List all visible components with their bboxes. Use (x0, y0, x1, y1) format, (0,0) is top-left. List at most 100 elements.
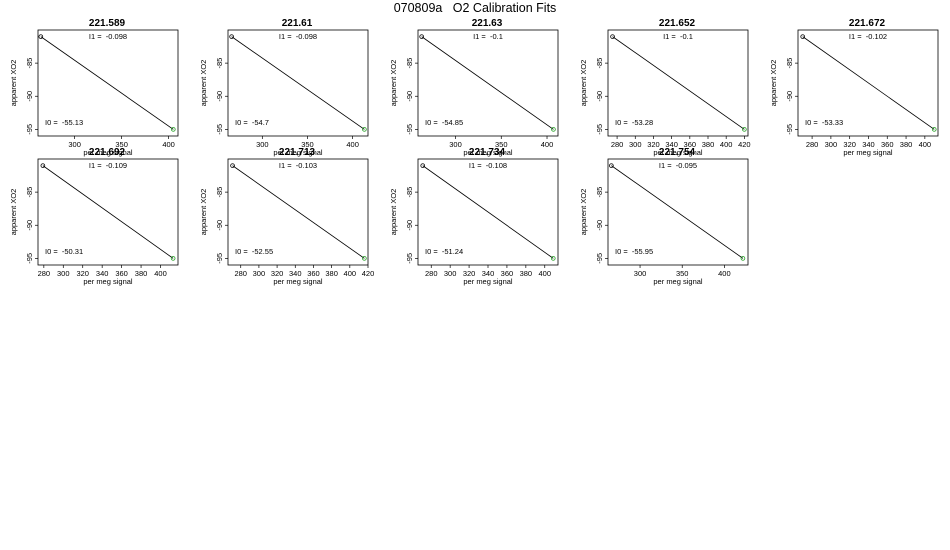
y-tick-label: -85 (595, 58, 604, 69)
calibration-panel: 221.589 300 350 400 -85 -90 -95 per meg signal a… (8, 18, 179, 157)
data-point (362, 127, 367, 132)
y-tick-label: -85 (595, 187, 604, 198)
calibration-panel: 221.713 280 300 320 340 360 380 400 420 -85 -90 -95… (198, 147, 374, 286)
x-tick-label: 300 (825, 140, 838, 149)
calibration-panel: 221.63 300 350 400 -85 -90 -95 per meg signal ap… (388, 18, 559, 157)
data-point (420, 163, 426, 168)
plot-frame (227, 158, 369, 266)
y-tick-label: -90 (405, 91, 414, 102)
x-tick-label: 300 (57, 269, 70, 278)
x-tick-label: 360 (307, 269, 320, 278)
slope-annotation: I1 = -0.109 (89, 161, 127, 170)
plot-svg: 280 300 320 340 360 380 400 420 -85 -90 -95 per meg… (579, 29, 751, 157)
calibration-panel: 221.672 280 300 320 340 360 380 400 -85 -90 -95 per… (768, 18, 939, 157)
plot-frame (417, 29, 559, 137)
calibration-panel: 221.61 300 350 400 -85 -90 -95 per meg signal ap… (198, 18, 369, 157)
panel-title: 221.672 (848, 18, 886, 29)
x-tick-label: 350 (301, 140, 314, 149)
fit-line (612, 36, 745, 130)
x-tick-label: 280 (806, 140, 819, 149)
x-tick-label: 340 (862, 140, 875, 149)
x-axis-label: per meg signal (463, 148, 513, 157)
plot-frame (37, 29, 179, 137)
y-axis-label: apparent XO2 (9, 60, 18, 107)
page-title: 070809a O2 Calibration Fits (393, 1, 557, 15)
x-tick-label: 400 (720, 140, 733, 149)
y-axis-label: apparent XO2 (389, 60, 398, 107)
x-tick-label: 400 (346, 140, 359, 149)
plot-frame (797, 29, 939, 137)
plot-svg: 300 350 400 -85 -90 -95 per meg signal apparent… (389, 29, 559, 157)
y-tick-label: -95 (25, 124, 34, 135)
x-axis-label: per meg signal (843, 148, 893, 157)
x-tick-label: 320 (463, 269, 476, 278)
x-axis-label: per meg signal (463, 277, 513, 286)
panel-title: 221.734 (468, 147, 506, 158)
slope-annotation: I1 = -0.098 (89, 32, 127, 41)
y-tick-label: -90 (785, 91, 794, 102)
y-tick-label: -85 (405, 187, 414, 198)
x-tick-label: 300 (444, 269, 457, 278)
fit-line (611, 165, 744, 259)
x-tick-label: 380 (135, 269, 148, 278)
y-tick-label: -90 (215, 91, 224, 102)
data-point (171, 127, 176, 132)
y-tick-label: -85 (25, 187, 34, 198)
x-axis-label: per meg signal (653, 277, 703, 286)
x-tick-label: 300 (256, 140, 269, 149)
plot-svg: 300 350 400 -85 -90 -95 per meg signal apparent… (579, 158, 749, 286)
y-tick-label: -95 (25, 253, 34, 264)
slope-annotation: I1 = -0.095 (659, 161, 697, 170)
data-point (740, 256, 746, 261)
plot-frame (227, 29, 369, 137)
plot-frame (607, 29, 749, 137)
x-tick-label: 320 (647, 140, 660, 149)
x-axis-label: per meg signal (83, 148, 133, 157)
fit-line (42, 165, 174, 259)
intercept-annotation: I0 = -53.33 (805, 118, 843, 127)
x-tick-label: 340 (665, 140, 678, 149)
x-tick-label: 400 (344, 269, 357, 278)
fit-line (421, 36, 554, 130)
y-tick-label: -95 (215, 253, 224, 264)
panel-title: 221.589 (88, 18, 126, 29)
x-tick-label: 400 (162, 140, 175, 149)
intercept-annotation: I0 = -52.55 (235, 247, 273, 256)
x-tick-label: 280 (611, 140, 624, 149)
x-tick-label: 280 (234, 269, 247, 278)
slope-annotation: I1 = -0.098 (279, 32, 317, 41)
x-tick-label: 280 (425, 269, 438, 278)
x-tick-label: 320 (271, 269, 284, 278)
y-axis-label: apparent XO2 (9, 189, 18, 236)
data-point (609, 163, 614, 168)
y-tick-label: -90 (25, 91, 34, 102)
x-axis-label: per meg signal (273, 148, 323, 157)
x-tick-label: 340 (289, 269, 302, 278)
plot-svg: 280 300 320 340 360 380 400 -85 -90 -95 per meg si… (389, 158, 559, 286)
plot-frame (37, 158, 179, 266)
data-point (742, 127, 747, 132)
calibration-panel: 221.754 300 350 400 -85 -90 -95 per meg signal a… (578, 147, 749, 286)
x-tick-label: 360 (881, 140, 894, 149)
y-tick-label: -95 (785, 124, 794, 135)
x-tick-label: 300 (68, 140, 81, 149)
x-tick-label: 350 (676, 269, 689, 278)
panel-title: 221.63 (471, 18, 503, 29)
panel-title: 221.692 (88, 147, 126, 158)
x-tick-label: 400 (718, 269, 731, 278)
x-axis-label: per meg signal (653, 148, 703, 157)
y-axis-label: apparent XO2 (389, 189, 398, 236)
x-tick-label: 400 (919, 140, 932, 149)
intercept-annotation: I0 = -54.85 (425, 118, 463, 127)
calibration-panel: 221.652 280 300 320 340 360 380 400 420 -85 -90 -95… (578, 18, 751, 157)
data-point (550, 256, 556, 261)
y-tick-label: -85 (25, 58, 34, 69)
plot-svg: 300 350 400 -85 -90 -95 per meg signal apparent… (199, 29, 369, 157)
y-axis-label: apparent XO2 (579, 60, 588, 107)
slope-annotation: I1 = -0.102 (849, 32, 887, 41)
x-tick-label: 400 (538, 269, 551, 278)
x-tick-label: 300 (634, 269, 647, 278)
y-tick-label: -95 (595, 124, 604, 135)
data-point (931, 127, 937, 132)
y-tick-label: -90 (25, 220, 34, 231)
